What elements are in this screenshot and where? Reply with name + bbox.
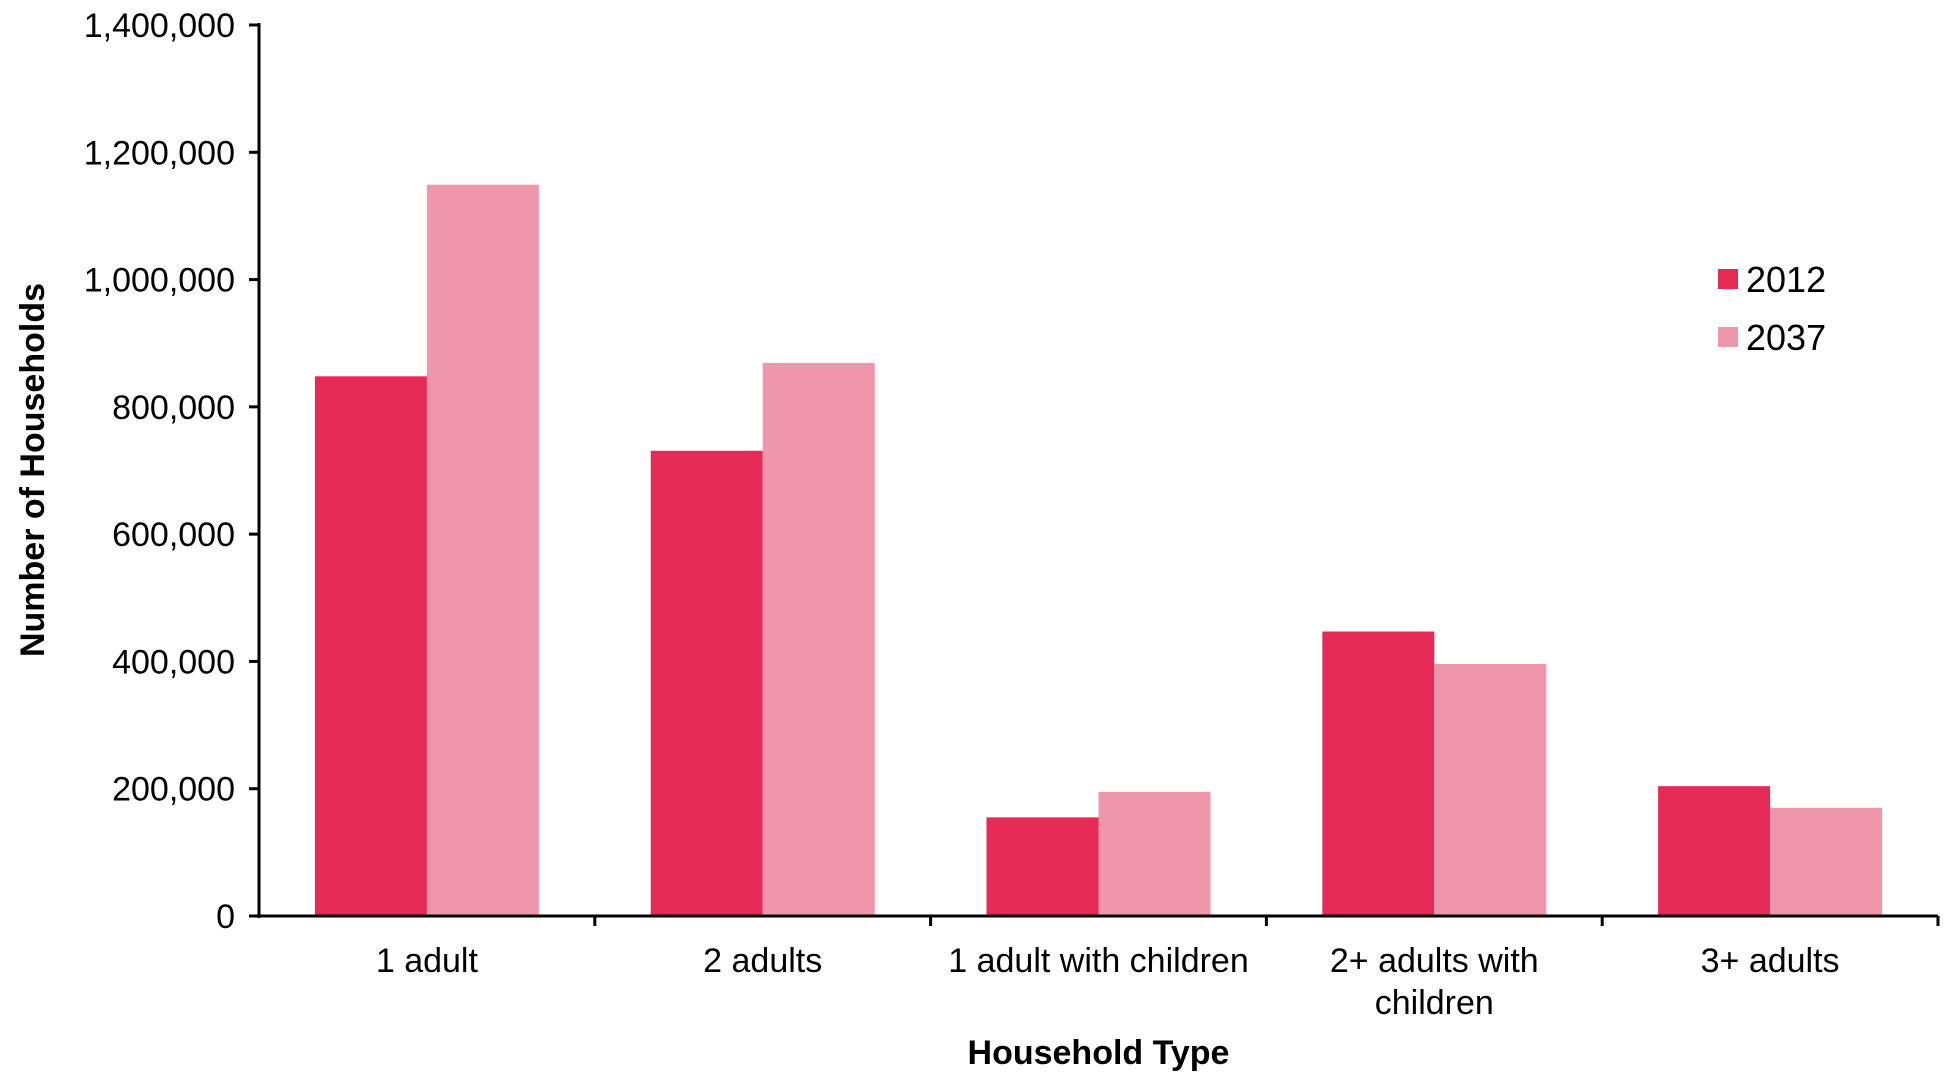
bar-2037-1 xyxy=(762,362,875,916)
bar-2012-0 xyxy=(314,376,427,916)
legend: 2012 2037 xyxy=(1718,259,1826,358)
x-category-label: 2 adults xyxy=(703,942,822,980)
x-category-label: 1 adult with children xyxy=(948,942,1249,980)
x-axis-category-labels: 1 adult 2 adults 1 adult with children 2+ a… xyxy=(376,942,1840,1022)
legend-swatch-2037 xyxy=(1718,327,1738,347)
y-tick-label: 1,000,000 xyxy=(84,262,235,300)
bar-2012-3 xyxy=(1322,631,1435,916)
legend-label-2037: 2037 xyxy=(1746,317,1826,358)
bar-2012-4 xyxy=(1658,786,1771,916)
y-tick-label: 0 xyxy=(216,898,235,936)
y-tick-label: 1,400,000 xyxy=(84,7,235,45)
y-tick-label: 200,000 xyxy=(112,771,235,809)
y-tick-label: 400,000 xyxy=(112,643,235,681)
bar-2037-0 xyxy=(426,184,539,916)
legend-label-2012: 2012 xyxy=(1746,259,1826,300)
bar-2037-4 xyxy=(1770,807,1883,916)
y-tick-label: 800,000 xyxy=(112,389,235,427)
y-tick-label: 600,000 xyxy=(112,516,235,554)
x-axis-title: Household Type xyxy=(968,1034,1230,1072)
y-axis-ticks: 0 200,000 400,000 600,000 800,000 1,000,000 1,… xyxy=(84,7,259,936)
x-category-label: 2+ adults with children xyxy=(1330,942,1539,1022)
x-category-label: 3+ adults xyxy=(1701,942,1840,980)
x-category-label: 1 adult xyxy=(376,942,479,980)
legend-swatch-2012 xyxy=(1718,269,1738,289)
bars xyxy=(314,184,1883,916)
bar-2012-1 xyxy=(650,450,763,916)
y-tick-label: 1,200,000 xyxy=(84,134,235,172)
axes xyxy=(249,23,1940,926)
bar-2037-2 xyxy=(1098,791,1211,916)
y-axis-title: Number of Households xyxy=(14,283,52,657)
bar-2037-3 xyxy=(1434,663,1547,916)
bar-2012-2 xyxy=(986,817,1099,916)
